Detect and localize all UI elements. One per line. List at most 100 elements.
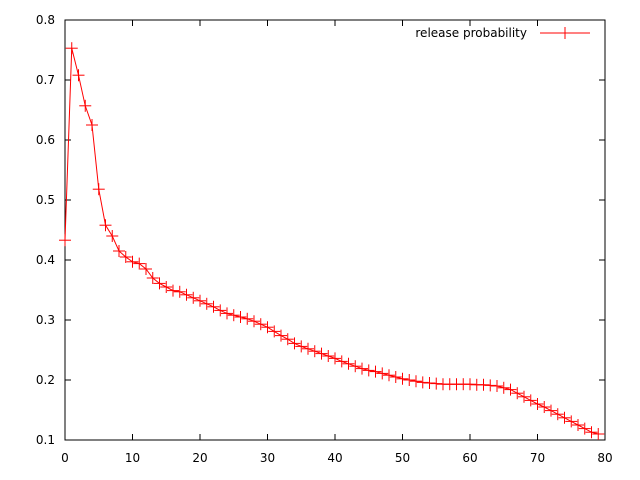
data-point — [383, 369, 395, 382]
data-point — [477, 378, 490, 391]
data-point — [558, 411, 571, 424]
x-tick-label: 20 — [192, 451, 207, 465]
data-point — [349, 360, 362, 373]
data-point — [302, 342, 314, 355]
data-point — [241, 312, 254, 325]
data-point — [268, 325, 281, 338]
legend-label: release probability — [415, 26, 527, 40]
data-point — [396, 372, 409, 385]
legend: release probability — [415, 26, 590, 40]
data-point — [113, 245, 125, 257]
data-point — [86, 119, 98, 131]
data-point — [153, 277, 166, 290]
x-tick-label: 10 — [125, 451, 140, 465]
x-tick-label: 0 — [61, 451, 69, 465]
data-point — [565, 415, 578, 428]
data-point — [464, 378, 476, 391]
data-point — [126, 255, 139, 268]
data-point — [160, 281, 173, 293]
data-point — [315, 347, 328, 360]
plot-frame — [64, 19, 606, 441]
series-line — [64, 48, 599, 435]
data-point — [389, 371, 402, 383]
data-point — [79, 99, 92, 112]
data-point — [92, 183, 105, 196]
y-tick-label: 0.4 — [36, 253, 55, 267]
data-point — [538, 401, 551, 413]
y-tick-label: 0.8 — [36, 13, 55, 27]
y-tick-label: 0.6 — [36, 133, 55, 147]
data-point — [551, 408, 564, 421]
data-point — [329, 352, 341, 365]
data-point — [254, 318, 267, 331]
data-point — [65, 42, 78, 55]
data-point — [410, 375, 422, 388]
x-tick-label: 30 — [260, 451, 275, 465]
data-point — [106, 230, 119, 242]
data-point — [430, 377, 443, 390]
x-tick-label: 60 — [462, 451, 477, 465]
data-point — [322, 350, 335, 362]
data-point — [234, 311, 247, 323]
data-point — [491, 380, 503, 392]
x-tick-label: 40 — [327, 451, 342, 465]
data-point — [200, 297, 213, 310]
data-point — [194, 294, 206, 307]
data-point — [187, 291, 200, 304]
data-point — [119, 251, 132, 263]
data-point — [356, 362, 368, 375]
x-tick-label: 50 — [395, 451, 410, 465]
data-point — [362, 364, 375, 377]
y-tick-label: 0.5 — [36, 193, 55, 207]
data-point — [133, 257, 146, 270]
data-point — [423, 377, 436, 389]
data-point — [511, 387, 524, 400]
data-point — [403, 374, 416, 386]
data-point — [335, 355, 348, 368]
data-point — [99, 219, 112, 232]
data-point — [140, 263, 152, 275]
x-axis-ticks: 0 10 20 30 40 50 60 70 80 — [61, 20, 613, 465]
data-point — [281, 333, 294, 346]
data-point — [518, 390, 530, 403]
data-point — [248, 315, 260, 328]
data-point — [572, 419, 584, 431]
data-point — [369, 365, 382, 378]
y-tick-label: 0.7 — [36, 73, 55, 87]
data-point — [531, 398, 544, 410]
data-point — [214, 304, 227, 317]
data-point — [308, 345, 321, 358]
data-point — [376, 367, 389, 380]
data-point — [342, 357, 355, 370]
data-point — [227, 309, 240, 322]
data-point — [288, 337, 301, 350]
data-point — [146, 272, 159, 284]
y-axis-ticks: 0.1 0.2 0.3 0.4 0.5 0.6 0.7 0.8 — [36, 13, 605, 447]
y-tick-label: 0.2 — [36, 373, 55, 387]
data-point — [275, 329, 287, 342]
data-point — [167, 284, 179, 297]
series-layer — [59, 42, 605, 440]
data-point — [578, 422, 591, 435]
data-point — [173, 285, 186, 298]
x-tick-label: 70 — [530, 451, 545, 465]
data-point — [295, 340, 308, 353]
y-tick-label: 0.1 — [36, 433, 55, 447]
x-tick-label: 80 — [597, 451, 612, 465]
y-tick-label: 0.3 — [36, 313, 55, 327]
data-point — [585, 426, 598, 439]
data-point — [504, 383, 517, 396]
data-point — [484, 379, 497, 392]
data-point — [221, 307, 233, 320]
data-point — [72, 69, 85, 82]
data-point — [59, 234, 71, 247]
data-point — [592, 428, 605, 440]
data-point — [416, 376, 429, 389]
data-point — [207, 300, 220, 313]
data-point — [524, 394, 537, 407]
data-point — [261, 321, 274, 334]
data-point — [545, 404, 557, 417]
data-point — [497, 381, 510, 394]
data-point — [180, 288, 193, 301]
